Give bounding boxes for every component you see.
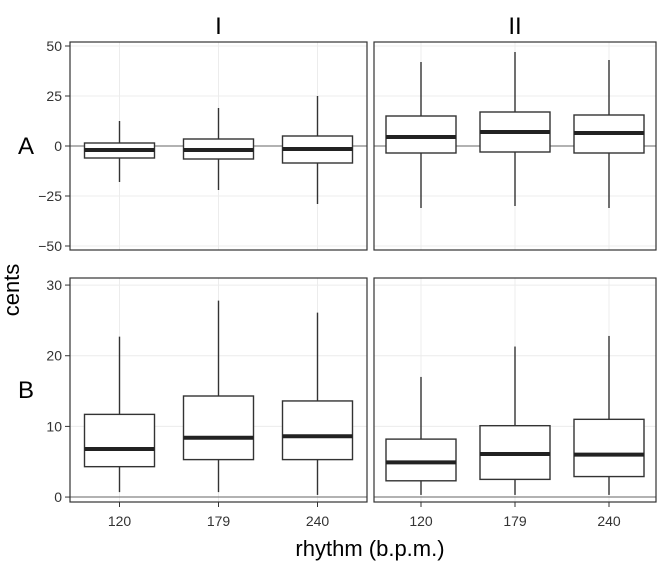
boxplot-B-I-240 (281, 312, 354, 495)
boxplot-A-II-120 (385, 62, 457, 208)
y-axis-title: cents (0, 264, 24, 317)
interquartile-box (281, 400, 354, 461)
y-tick-label: 0 (54, 138, 62, 154)
y-tick-label: −25 (38, 188, 62, 204)
boxplot-A-I-240 (281, 96, 354, 204)
x-tick-label: 179 (207, 513, 231, 529)
interquartile-box (385, 438, 457, 482)
y-tick-label: 20 (46, 348, 62, 364)
y-tick-label: −50 (38, 238, 62, 254)
x-tick-label: 240 (306, 513, 330, 529)
x-axis-title: rhythm (b.p.m.) (295, 536, 444, 561)
x-tick-label: 240 (597, 513, 621, 529)
y-tick-label: 50 (46, 38, 62, 54)
boxplot-B-II-179 (479, 346, 551, 495)
boxplot-B-I-120 (83, 336, 156, 493)
boxplot-A-I-179 (182, 108, 255, 190)
interquartile-box (385, 115, 457, 154)
interquartile-box (182, 395, 255, 461)
boxplot-A-II-179 (479, 52, 551, 206)
boxplot-B-I-179 (182, 300, 255, 493)
interquartile-box (573, 418, 645, 478)
x-tick-label: 120 (108, 513, 132, 529)
column-strip-label: II (508, 13, 521, 40)
row-strip-label: B (18, 377, 34, 404)
column-strip-label: I (215, 13, 222, 40)
y-tick-label: 30 (46, 277, 62, 293)
x-tick-label: 179 (503, 513, 527, 529)
panel-border (373, 41, 657, 251)
boxplot-B-II-240 (573, 335, 645, 495)
y-tick-label: 25 (46, 88, 62, 104)
boxplot-A-II-240 (573, 60, 645, 208)
boxplot-A-I-120 (83, 121, 156, 182)
y-tick-label: 10 (46, 418, 62, 434)
row-strip-label: A (18, 133, 34, 160)
x-tick-label: 120 (409, 513, 433, 529)
interquartile-box (83, 413, 156, 468)
y-tick-label: 0 (54, 489, 62, 505)
boxplot-B-II-120 (385, 376, 457, 495)
